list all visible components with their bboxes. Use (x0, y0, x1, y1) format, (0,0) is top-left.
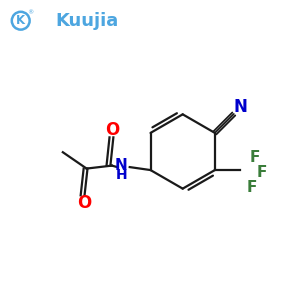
Text: F: F (250, 150, 260, 165)
Text: ®: ® (27, 10, 34, 15)
Text: H: H (116, 168, 127, 182)
Text: O: O (77, 194, 92, 212)
Text: N: N (115, 158, 128, 173)
Text: F: F (247, 180, 257, 195)
Text: F: F (256, 165, 267, 180)
Text: O: O (105, 121, 119, 139)
Text: Kuujia: Kuujia (55, 12, 118, 30)
Text: K: K (16, 14, 25, 27)
Text: N: N (233, 98, 247, 116)
